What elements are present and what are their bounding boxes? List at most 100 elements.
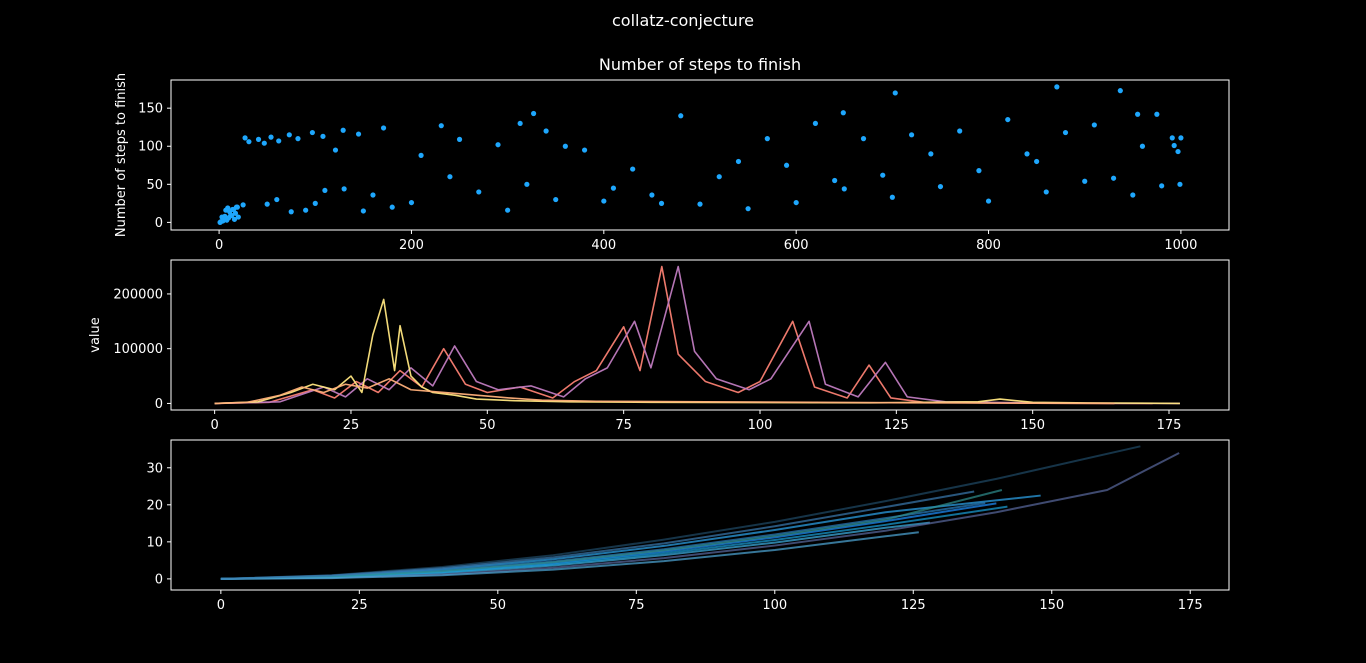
scatter-point [495, 142, 501, 148]
scatter-point [1034, 158, 1040, 165]
scatter-title: Number of steps to finish [599, 55, 801, 74]
scatter-point [630, 166, 636, 172]
scatter-point [408, 199, 415, 206]
scatter-point [1117, 88, 1123, 94]
x-tick-label: 150 [1039, 598, 1064, 613]
scatter-point [1091, 122, 1097, 128]
y-tick-label: 0 [155, 397, 163, 412]
x-tick-label: 25 [351, 598, 368, 613]
scatter-point [812, 120, 819, 127]
scatter-point [246, 139, 252, 145]
scatter-point [322, 187, 328, 194]
plot-marks [214, 265, 1180, 405]
y-tick-label: 200000 [113, 287, 163, 302]
x-tick-label: 25 [343, 418, 360, 433]
scatter-point [1005, 116, 1011, 123]
scatter-point [957, 128, 963, 134]
x-tick-label: 0 [210, 418, 218, 433]
scatter-point [793, 199, 799, 206]
scatter-point [309, 129, 315, 136]
y-tick-label: 50 [146, 178, 163, 193]
scatter-point [295, 136, 301, 142]
x-tick-label: 50 [490, 598, 507, 613]
x-tick-label: 75 [615, 418, 632, 433]
values-ylabel: value [88, 317, 103, 353]
scatter-point [1169, 135, 1175, 141]
scatter-point [937, 183, 944, 190]
scatter-point [909, 132, 915, 138]
scatter-point [658, 200, 665, 206]
scatter-point [320, 133, 326, 139]
x-tick-label: 100 [762, 598, 787, 613]
x-tick-label: 75 [628, 598, 645, 613]
scatter-point [286, 132, 292, 138]
trajectory-values-panel: value 0 25 50 75 100 125 150 175 0 100000 200000 [88, 259, 1230, 433]
series-line [220, 531, 919, 580]
series-line [220, 502, 997, 580]
plot-frame [170, 259, 1230, 411]
scatter-point [380, 125, 387, 131]
y-tick-label: 100000 [113, 342, 163, 357]
scatter-point [456, 136, 463, 142]
scatter-point [1082, 178, 1088, 184]
x-tick-label: 200 [399, 238, 424, 253]
scatter-point [276, 138, 282, 144]
scatter-point [1171, 142, 1177, 149]
scatter-point [517, 120, 523, 127]
scatter-point [976, 168, 982, 174]
x-tick-label: 800 [976, 238, 1001, 253]
scatter-point [264, 201, 270, 207]
scatter-point [1130, 192, 1136, 198]
scatter-point [601, 198, 607, 204]
scatter-point [764, 136, 770, 142]
series-line [220, 494, 1041, 580]
series-line [214, 298, 1180, 405]
y-tick-label: 10 [146, 535, 163, 550]
scatter-point [928, 151, 934, 157]
scatter-point [1177, 181, 1183, 187]
scatter-point [274, 196, 280, 203]
scatter-point [1054, 84, 1060, 90]
scatter-point [341, 186, 347, 192]
x-tick-label: 175 [1178, 598, 1203, 613]
scatter-point [860, 136, 867, 142]
series-line [214, 265, 1153, 405]
scatter-point [985, 198, 992, 204]
scatter-point [1110, 175, 1117, 181]
scatter-point [1139, 143, 1146, 149]
series-line [214, 378, 1115, 405]
scatter-point [697, 201, 703, 207]
scatter-point [1175, 148, 1181, 155]
scatter-point [1062, 129, 1069, 136]
scatter-point [447, 174, 453, 180]
scatter-point [332, 147, 339, 153]
scatter-point [438, 123, 444, 129]
scatter-point [231, 216, 238, 222]
scatter-point [370, 192, 376, 198]
scatter-point [889, 194, 895, 200]
scatter-point [1178, 135, 1184, 141]
cumulative-panel: 0 25 50 75 100 125 150 175 0 10 20 30 [146, 439, 1230, 613]
plot-frame [170, 439, 1230, 591]
series-line [220, 490, 975, 580]
scatter-point [476, 189, 482, 195]
scatter-point [288, 209, 294, 215]
steps-scatter-panel: Number of steps to finish Number of step… [114, 55, 1230, 253]
scatter-point [1024, 151, 1030, 157]
scatter-point [840, 110, 846, 116]
figure-suptitle: collatz-conjecture [612, 11, 754, 30]
x-tick-label: 0 [215, 238, 223, 253]
y-tick-label: 100 [138, 140, 163, 155]
x-tick-label: 600 [784, 238, 809, 253]
x-tick-label: 100 [748, 418, 773, 433]
scatter-point [1159, 183, 1165, 189]
x-tick-label: 50 [479, 418, 496, 433]
scatter-point [531, 110, 537, 117]
y-tick-label: 0 [155, 572, 163, 587]
scatter-point [235, 214, 241, 220]
scatter-point [389, 204, 395, 210]
scatter-point [543, 128, 549, 134]
scatter-point [841, 186, 847, 192]
x-tick-label: 175 [1157, 418, 1182, 433]
